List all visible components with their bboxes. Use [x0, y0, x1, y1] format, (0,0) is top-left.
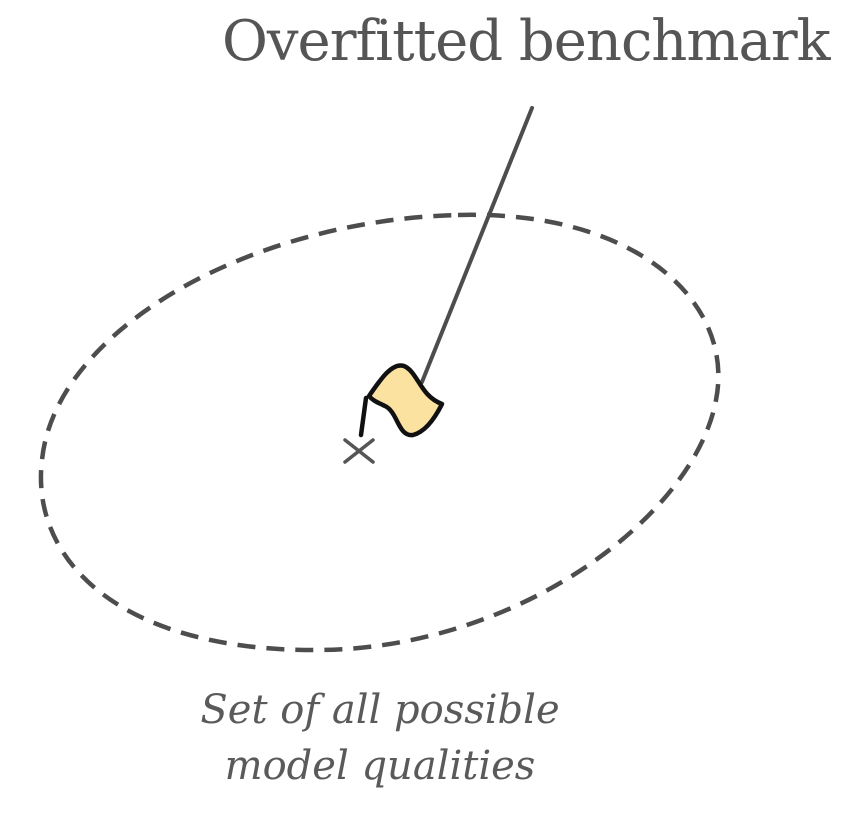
- x-mark-icon: [343, 438, 375, 464]
- benchmark-label: Overfitted benchmark: [222, 9, 831, 74]
- model-quality-space-ellipse: [38, 212, 721, 653]
- flag-icon: [358, 363, 445, 438]
- callout-line: [420, 106, 534, 384]
- caption-line-1: Set of all possible: [200, 687, 560, 733]
- caption-line-2: model qualities: [224, 743, 536, 789]
- model-qualities-caption: Set of all possible model qualities: [120, 682, 640, 794]
